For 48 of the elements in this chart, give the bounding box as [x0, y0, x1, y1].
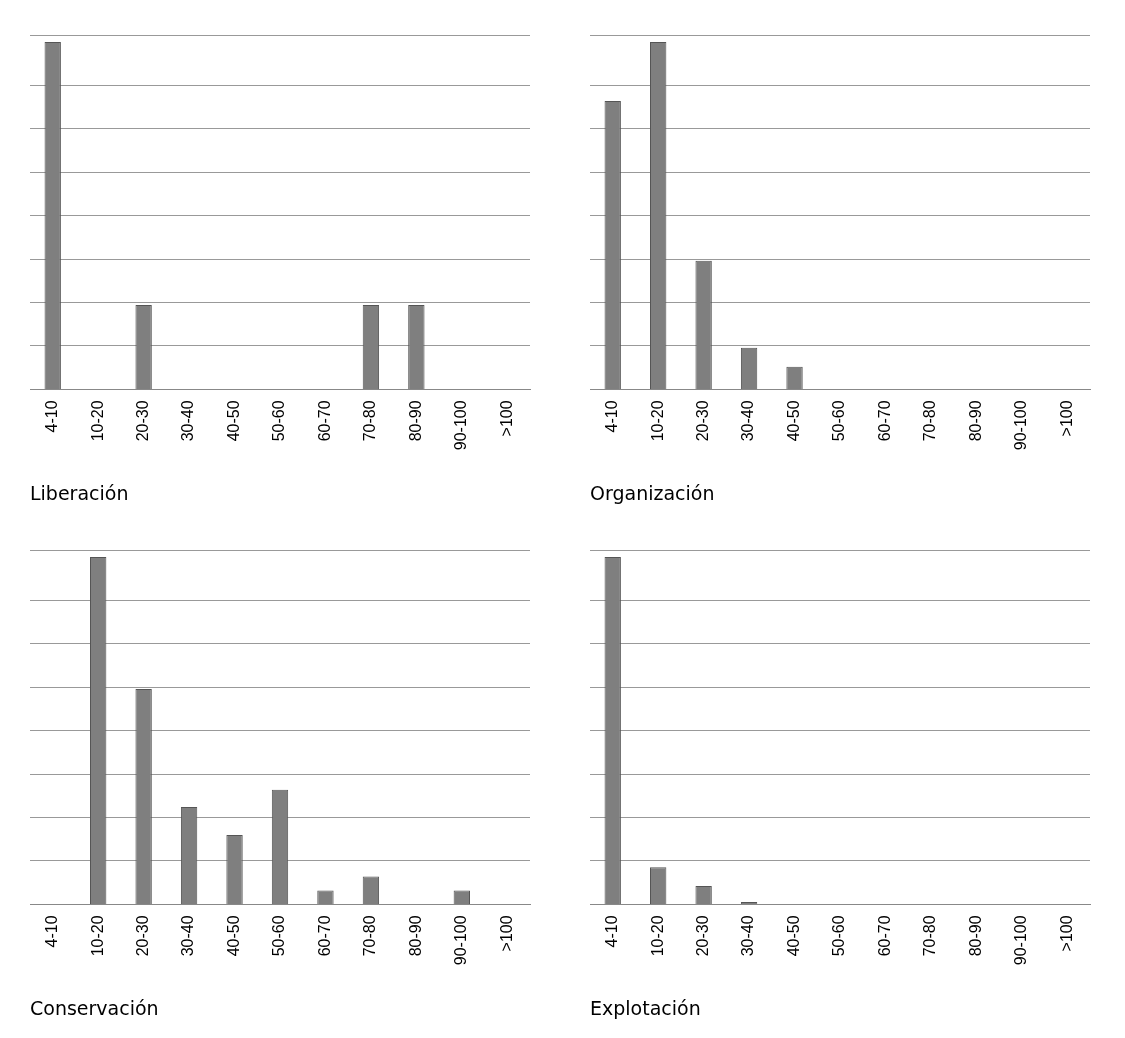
x-tick-label: 40-50 [224, 915, 242, 957]
x-tick-label: 60-70 [315, 400, 333, 442]
x-tick-label: 90-100 [1012, 400, 1030, 451]
x-tick-label: 90-100 [452, 400, 470, 451]
x-tick-label: 40-50 [784, 915, 802, 957]
x-tick-label: 20-30 [134, 400, 152, 442]
x-tick-label: 40-50 [224, 400, 242, 442]
x-tick-label: 30-40 [739, 400, 757, 442]
x-tick-label: >100 [497, 915, 515, 952]
x-tick-label: 10-20 [88, 400, 106, 442]
x-tick-label: 60-70 [315, 915, 333, 957]
x-tick-label: 10-20 [88, 915, 106, 957]
x-tick-label: >100 [1057, 915, 1075, 952]
x-tick-label: 20-30 [134, 915, 152, 957]
x-tick-label: 90-100 [1012, 915, 1030, 966]
x-tick-label: 10-20 [648, 915, 666, 957]
x-tick-label: 60-70 [875, 915, 893, 957]
x-tick-label: 70-80 [921, 400, 939, 442]
x-tick-label: 50-60 [830, 915, 848, 957]
x-tick-label: 30-40 [739, 915, 757, 957]
x-tick-label: 60-70 [875, 400, 893, 442]
x-tick-label: 10-20 [648, 400, 666, 442]
x-tick-label: 70-80 [361, 915, 379, 957]
x-axis-title: Liberación [30, 481, 129, 504]
x-tick-label: 20-30 [694, 915, 712, 957]
x-tick-label: >100 [497, 400, 515, 437]
x-tick-label: 80-90 [406, 400, 424, 442]
x-tick-label: 30-40 [179, 915, 197, 957]
x-tick-label: 30-40 [179, 400, 197, 442]
x-tick-label: 80-90 [966, 915, 984, 957]
x-tick-label: 50-60 [270, 400, 288, 442]
x-tick-label: >100 [1057, 400, 1075, 437]
x-tick-label: 20-30 [694, 400, 712, 442]
x-tick-label: 50-60 [270, 915, 288, 957]
x-tick-label: 4-10 [43, 400, 61, 433]
x-tick-label: 70-80 [921, 915, 939, 957]
x-tick-label: 80-90 [406, 915, 424, 957]
x-tick-label: 40-50 [784, 400, 802, 442]
x-axis-title: Conservación [30, 996, 159, 1019]
x-tick-label: 70-80 [361, 400, 379, 442]
x-tick-label: 90-100 [452, 915, 470, 966]
x-tick-label: 4-10 [603, 400, 621, 433]
x-tick-label: 80-90 [966, 400, 984, 442]
x-tick-label: 4-10 [603, 915, 621, 948]
x-axis-title: Organización [590, 481, 715, 504]
x-axis-title: Explotación [590, 996, 701, 1019]
x-tick-label: 50-60 [830, 400, 848, 442]
x-tick-label: 4-10 [43, 915, 61, 948]
